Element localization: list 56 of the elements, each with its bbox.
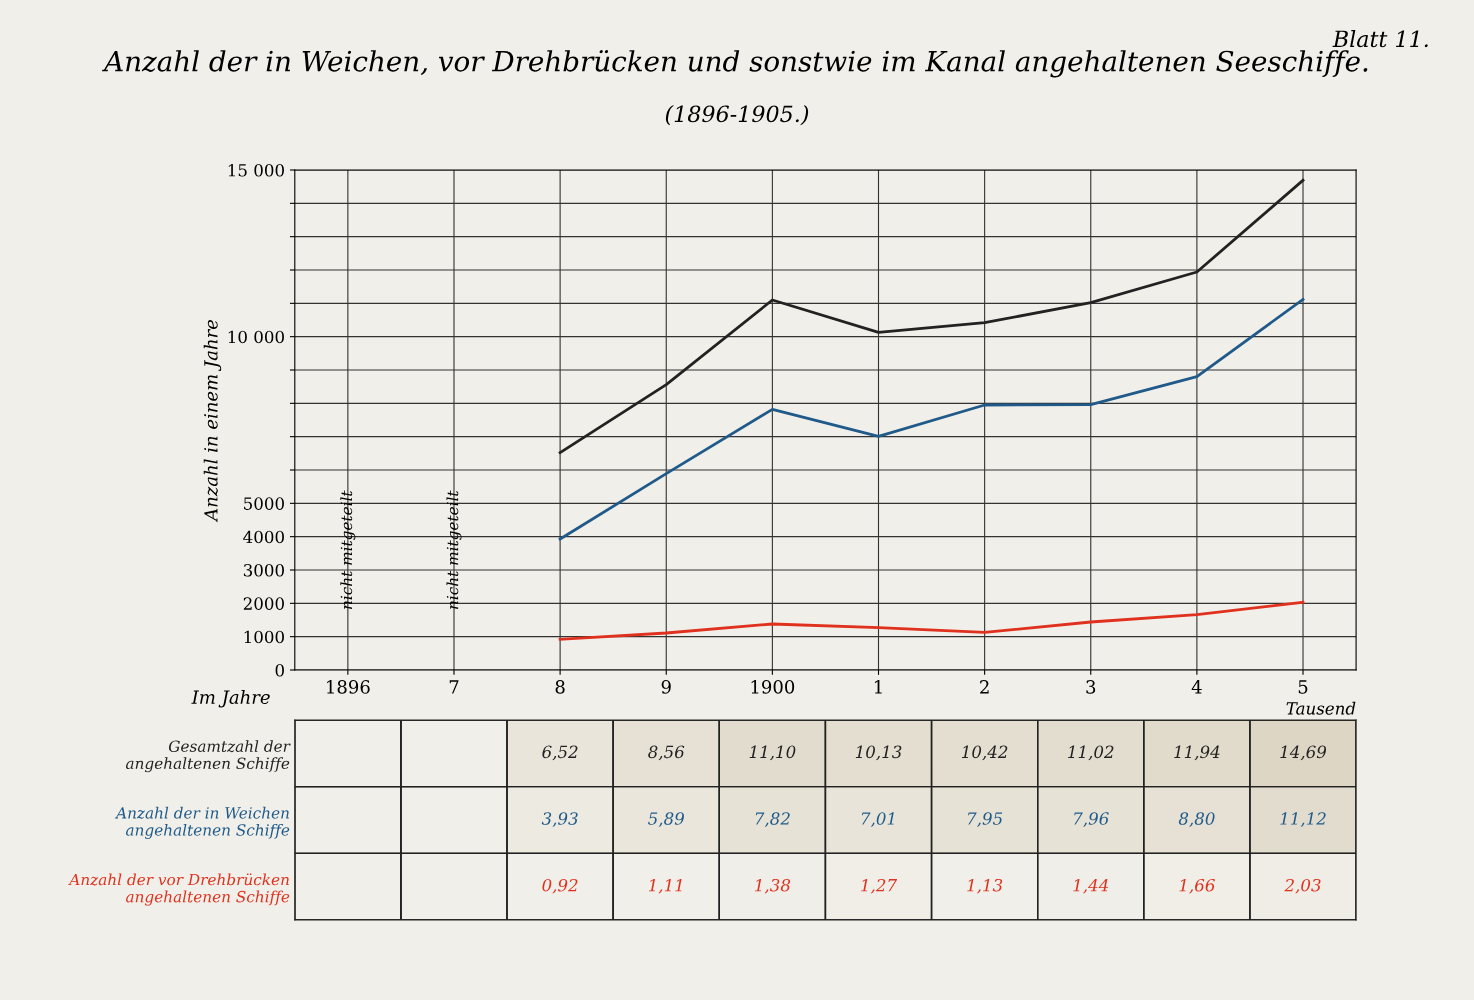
x-tick-label: 5	[1298, 680, 1308, 694]
chart-subtitle: (1896-1905.)	[665, 105, 809, 126]
data-label: 11,10	[749, 745, 796, 761]
x-tick-label: 8	[555, 680, 565, 694]
annotation: nicht mitgeteilt	[340, 490, 356, 609]
y-tick-label: Anzahl der vor Drehbrücken angehaltenen Schiffe	[68, 873, 290, 906]
data-label: 11,02	[1068, 745, 1114, 761]
data-label: 8,80	[1178, 812, 1215, 827]
line-series	[558, 600, 1305, 641]
data-label: 10,42	[961, 745, 1008, 761]
x-tick-label: 1	[874, 680, 882, 694]
data-label: 11,94	[1174, 745, 1220, 761]
text: Blatt 11.	[1332, 30, 1428, 48]
data-label: 0,92	[542, 878, 578, 894]
x-tick-label: 4	[1191, 680, 1202, 694]
data-label: 7,01	[861, 812, 894, 827]
y-tick-label: 3000	[243, 563, 284, 577]
line-series	[558, 297, 1305, 541]
data-label: 1,27	[861, 878, 898, 894]
data-label: 6,52	[542, 745, 578, 761]
y-tick-label: 5000	[244, 497, 284, 510]
y-tick-label: 0	[275, 663, 284, 677]
x-axis-title: Im Jahre	[191, 690, 270, 708]
y-tick-label: 10 000	[228, 330, 284, 344]
line-series	[558, 178, 1305, 455]
data-label: 5,89	[648, 812, 684, 827]
x-tick-label: 7	[449, 680, 459, 694]
y-tick-label: Anzahl der in Weichen angehaltenen Schiffe	[114, 806, 290, 839]
x-tick-label: 1896	[327, 680, 370, 694]
y-tick-label: 2000	[243, 597, 284, 610]
x-tick-label: 1900	[751, 680, 795, 694]
data-label: 8,56	[648, 745, 685, 761]
data-label: 11,12	[1280, 812, 1326, 827]
data-label: 7,82	[755, 812, 790, 827]
y-tick-label: 4000	[243, 530, 284, 544]
chart-title: Anzahl der in Weichen, vor Drehbrücken und sonstwie im Kanal angehaltenen Seeschiffe.	[102, 50, 1368, 78]
data-label: 1,44	[1073, 878, 1109, 894]
data-label: 10,13	[855, 745, 902, 761]
x-tick-label: 3	[1086, 680, 1096, 694]
y-tick-label: 1000	[244, 630, 284, 644]
data-label: 2,03	[1284, 878, 1321, 894]
data-label: 3,93	[541, 812, 578, 827]
y-axis-title: Anzahl in einem Jahre	[203, 319, 222, 523]
data-label: 1,11	[648, 878, 682, 894]
data-label: 1,66	[1179, 878, 1215, 894]
x-tick-label: 2	[980, 680, 989, 694]
y-tick-label: Gesamtzahl der angehaltenen Schiffe	[125, 740, 291, 773]
chart-title: Tausend	[1286, 701, 1356, 715]
x-tick-label: 9	[661, 680, 671, 694]
annotation: nicht mitgeteilt	[446, 490, 462, 609]
data-label: 1,13	[967, 878, 1003, 894]
data-label: 7,95	[968, 812, 1003, 827]
data-label: 1,38	[754, 878, 791, 894]
data-label: 14,69	[1280, 745, 1327, 761]
data-label: 7,96	[1074, 812, 1109, 827]
y-tick-label: 15 000	[228, 163, 284, 177]
